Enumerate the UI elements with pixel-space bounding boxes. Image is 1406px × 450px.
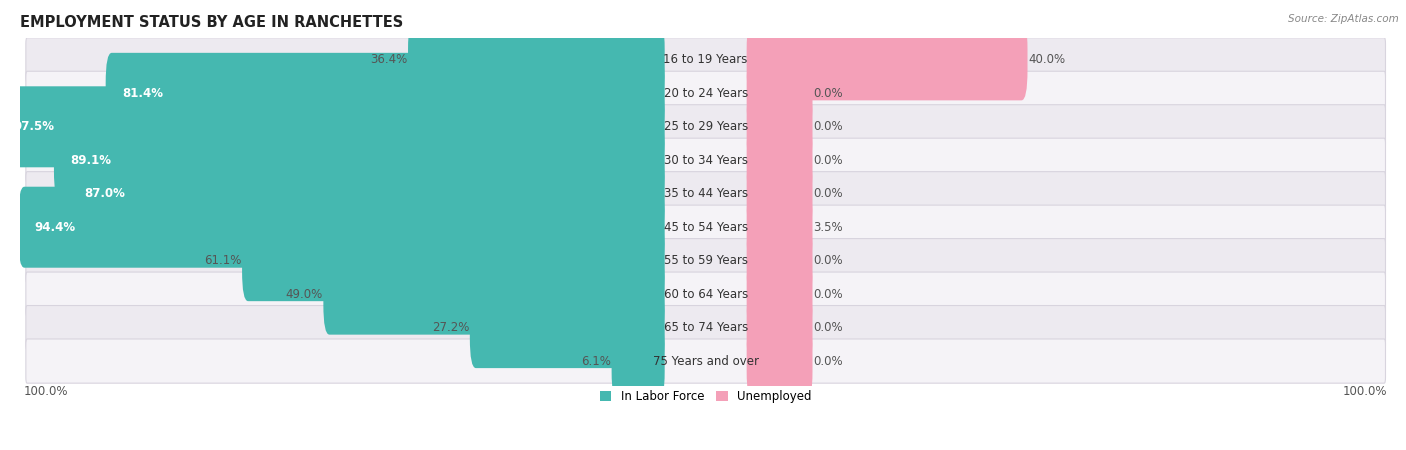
Text: 6.1%: 6.1% bbox=[581, 355, 612, 368]
Text: 94.4%: 94.4% bbox=[35, 220, 76, 234]
Text: 0.0%: 0.0% bbox=[813, 355, 842, 368]
FancyBboxPatch shape bbox=[25, 272, 1385, 316]
FancyBboxPatch shape bbox=[25, 105, 1385, 149]
Text: 0.0%: 0.0% bbox=[813, 154, 842, 167]
FancyBboxPatch shape bbox=[747, 120, 813, 201]
Text: 0.0%: 0.0% bbox=[813, 254, 842, 267]
Text: 100.0%: 100.0% bbox=[1343, 385, 1388, 398]
Text: 55 to 59 Years: 55 to 59 Years bbox=[664, 254, 748, 267]
FancyBboxPatch shape bbox=[25, 339, 1385, 383]
FancyBboxPatch shape bbox=[25, 306, 1385, 350]
Text: EMPLOYMENT STATUS BY AGE IN RANCHETTES: EMPLOYMENT STATUS BY AGE IN RANCHETTES bbox=[20, 15, 404, 30]
Text: 0.0%: 0.0% bbox=[813, 87, 842, 100]
FancyBboxPatch shape bbox=[25, 38, 1385, 82]
FancyBboxPatch shape bbox=[25, 238, 1385, 283]
Text: 3.5%: 3.5% bbox=[813, 220, 842, 234]
FancyBboxPatch shape bbox=[242, 220, 665, 301]
FancyBboxPatch shape bbox=[25, 138, 1385, 182]
FancyBboxPatch shape bbox=[747, 86, 813, 167]
FancyBboxPatch shape bbox=[25, 71, 1385, 115]
FancyBboxPatch shape bbox=[408, 19, 665, 100]
FancyBboxPatch shape bbox=[67, 153, 665, 234]
Text: 36.4%: 36.4% bbox=[370, 54, 408, 66]
Text: 45 to 54 Years: 45 to 54 Years bbox=[664, 220, 748, 234]
FancyBboxPatch shape bbox=[612, 320, 665, 401]
Text: 60 to 64 Years: 60 to 64 Years bbox=[664, 288, 748, 301]
Text: 89.1%: 89.1% bbox=[70, 154, 111, 167]
Text: 27.2%: 27.2% bbox=[432, 321, 470, 334]
Text: 0.0%: 0.0% bbox=[813, 321, 842, 334]
Text: Source: ZipAtlas.com: Source: ZipAtlas.com bbox=[1288, 14, 1399, 23]
FancyBboxPatch shape bbox=[25, 205, 1385, 249]
FancyBboxPatch shape bbox=[0, 86, 665, 167]
Text: 97.5%: 97.5% bbox=[14, 120, 55, 133]
Text: 35 to 44 Years: 35 to 44 Years bbox=[664, 187, 748, 200]
FancyBboxPatch shape bbox=[747, 53, 813, 134]
Text: 20 to 24 Years: 20 to 24 Years bbox=[664, 87, 748, 100]
FancyBboxPatch shape bbox=[105, 53, 665, 134]
Text: 61.1%: 61.1% bbox=[204, 254, 242, 267]
FancyBboxPatch shape bbox=[747, 220, 813, 301]
Text: 40.0%: 40.0% bbox=[1028, 54, 1066, 66]
FancyBboxPatch shape bbox=[747, 254, 813, 335]
Text: 25 to 29 Years: 25 to 29 Years bbox=[664, 120, 748, 133]
Text: 65 to 74 Years: 65 to 74 Years bbox=[664, 321, 748, 334]
FancyBboxPatch shape bbox=[18, 187, 665, 268]
Text: 100.0%: 100.0% bbox=[24, 385, 69, 398]
Text: 81.4%: 81.4% bbox=[122, 87, 163, 100]
FancyBboxPatch shape bbox=[747, 320, 813, 401]
FancyBboxPatch shape bbox=[747, 153, 813, 234]
Legend: In Labor Force, Unemployed: In Labor Force, Unemployed bbox=[595, 386, 817, 408]
Text: 49.0%: 49.0% bbox=[285, 288, 323, 301]
FancyBboxPatch shape bbox=[747, 287, 813, 368]
Text: 0.0%: 0.0% bbox=[813, 120, 842, 133]
FancyBboxPatch shape bbox=[25, 171, 1385, 216]
FancyBboxPatch shape bbox=[53, 120, 665, 201]
Text: 87.0%: 87.0% bbox=[84, 187, 125, 200]
Text: 75 Years and over: 75 Years and over bbox=[652, 355, 759, 368]
Text: 0.0%: 0.0% bbox=[813, 288, 842, 301]
FancyBboxPatch shape bbox=[747, 19, 1028, 100]
Text: 0.0%: 0.0% bbox=[813, 187, 842, 200]
FancyBboxPatch shape bbox=[747, 187, 813, 268]
Text: 30 to 34 Years: 30 to 34 Years bbox=[664, 154, 748, 167]
FancyBboxPatch shape bbox=[470, 287, 665, 368]
FancyBboxPatch shape bbox=[323, 254, 665, 335]
Text: 16 to 19 Years: 16 to 19 Years bbox=[664, 54, 748, 66]
